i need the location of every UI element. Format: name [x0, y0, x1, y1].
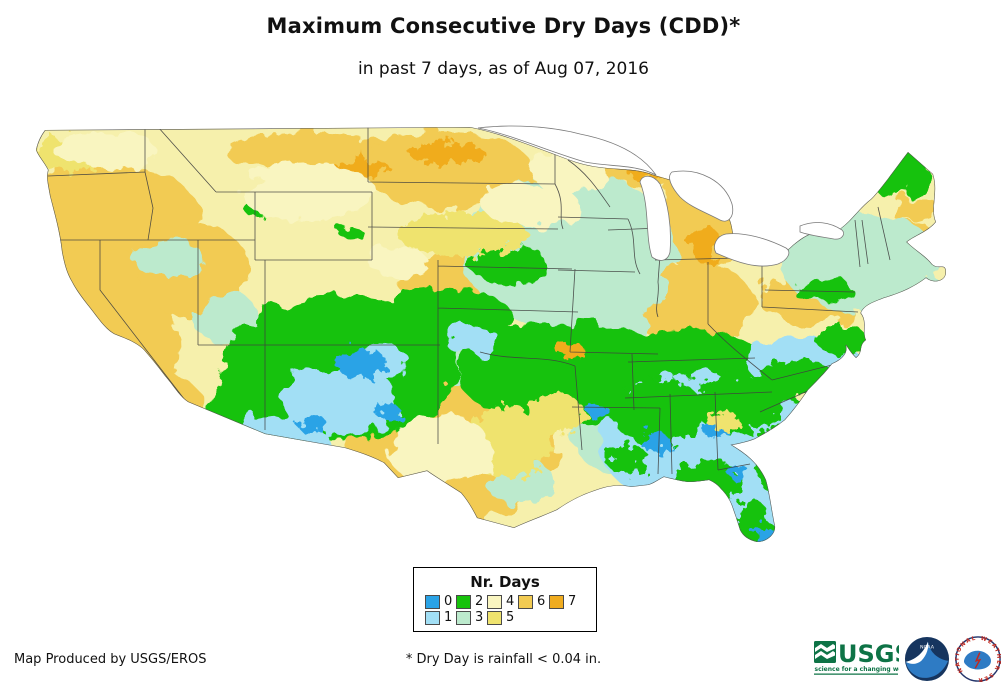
- lake-huron: [669, 170, 734, 222]
- lake-ontario: [799, 222, 844, 240]
- map-title: Maximum Consecutive Dry Days (CDD)*: [266, 14, 741, 38]
- legend-swatch-6: [518, 595, 533, 609]
- map-raster: [36, 127, 946, 542]
- legend-item-3: 3: [456, 611, 487, 625]
- usgs-wave-icon: [815, 644, 835, 652]
- credit-text: Map Produced by USGS/EROS: [14, 652, 207, 667]
- noaa-text: NOAA: [920, 644, 935, 650]
- legend-item-4: 4: [487, 595, 518, 609]
- us-dry-days-map: [10, 112, 998, 564]
- state-borders: [38, 127, 891, 475]
- legend-item-0: 0: [425, 595, 456, 609]
- nws-lightning-icon: [974, 652, 982, 669]
- legend-item-7: 7: [549, 595, 580, 609]
- class0-regions: [297, 350, 841, 542]
- noaa-swoosh: [905, 641, 949, 678]
- lake-michigan: [639, 175, 671, 261]
- legend-swatch-0: [425, 595, 440, 609]
- nws-logo: NATIONAL WEATHER SERVICE: [955, 636, 1001, 682]
- legend-swatch-3: [456, 611, 471, 625]
- legend-swatch-5: [487, 611, 502, 625]
- lake-erie: [714, 233, 790, 267]
- usgs-logo: USGS science for a changing world: [814, 640, 900, 675]
- legend-swatch-7: [549, 595, 564, 609]
- legend-item-6: 6: [518, 595, 549, 609]
- legend-item-1: 1: [425, 611, 456, 625]
- legend-swatch-2: [456, 595, 471, 609]
- legend-swatch-1: [425, 611, 440, 625]
- legend: Nr. Days 0 2 4 6 7: [413, 567, 597, 632]
- legend-title: Nr. Days: [470, 573, 540, 591]
- dry-day-note: * Dry Day is rainfall < 0.04 in.: [405, 652, 602, 667]
- noaa-logo: NOAA: [904, 636, 950, 682]
- agency-logos: USGS science for a changing world NOAA N…: [813, 636, 1001, 682]
- legend-swatch-4: [487, 595, 502, 609]
- us-map-svg: [36, 125, 946, 542]
- lake-superior: [477, 125, 657, 176]
- map-subtitle: in past 7 days, as of Aug 07, 2016: [358, 59, 649, 79]
- usgs-wordmark: USGS: [838, 640, 899, 668]
- great-lakes: [477, 125, 844, 267]
- legend-row-1: 0 2 4 6 7: [425, 595, 596, 609]
- usgs-tagline: science for a changing world: [815, 666, 900, 673]
- class4-regions: [53, 132, 610, 486]
- legend-row-2: 1 3 5: [425, 611, 596, 625]
- legend-item-2: 2: [456, 595, 487, 609]
- legend-item-5: 5: [487, 611, 518, 625]
